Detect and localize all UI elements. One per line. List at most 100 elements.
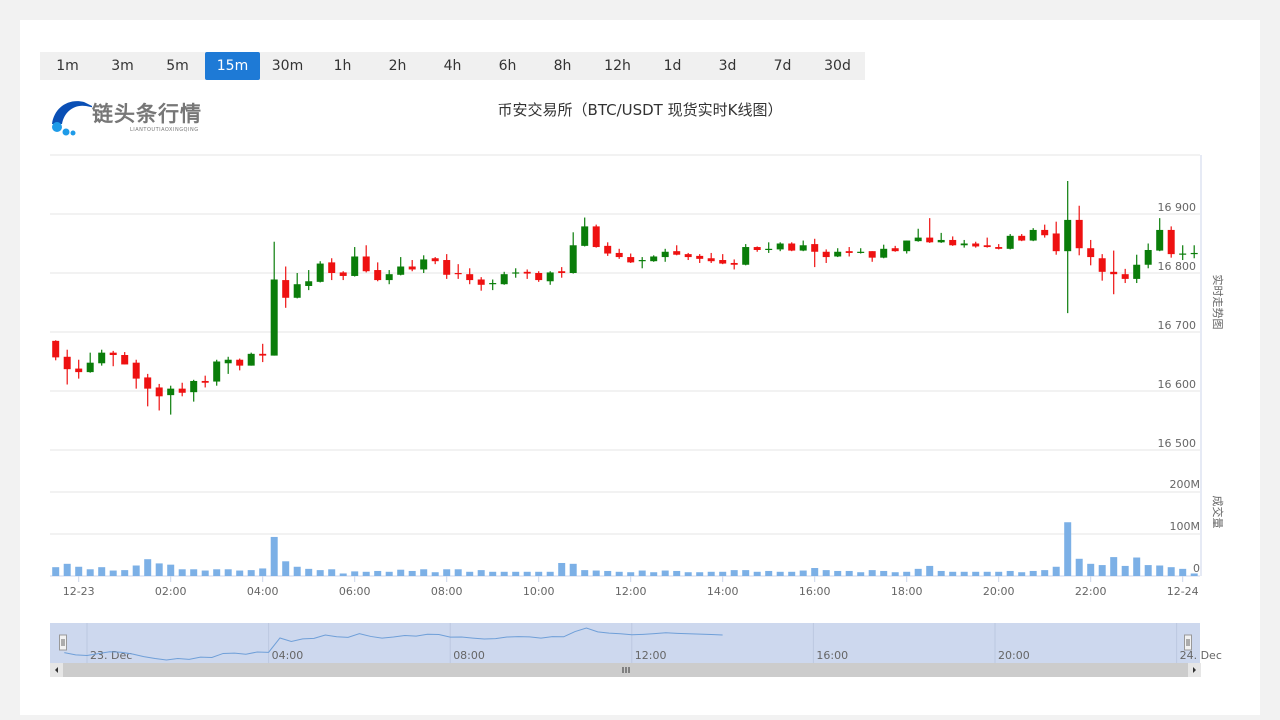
candle <box>1052 221 1060 255</box>
candle-body <box>546 272 554 282</box>
candle <box>1133 254 1141 284</box>
volume-bar <box>397 569 405 576</box>
candle-body <box>236 359 244 366</box>
x-tick-label: 06:00 <box>339 585 371 598</box>
timeframe-1h[interactable]: 1h <box>333 58 352 74</box>
candle-body <box>707 258 715 262</box>
candle-body <box>799 245 807 251</box>
candle-body <box>1064 219 1072 252</box>
volume-tick-label: 0 <box>1193 562 1200 575</box>
candle <box>811 238 819 268</box>
timeframe-3m[interactable]: 3m <box>111 58 134 74</box>
x-tick-label: 02:00 <box>155 585 187 598</box>
candle <box>799 240 807 252</box>
timeframe-2h[interactable]: 2h <box>388 58 407 74</box>
candle <box>730 259 738 270</box>
navigator-label: 16:00 <box>816 649 848 662</box>
navigator-right-handle[interactable] <box>1184 634 1192 651</box>
volume-bar <box>696 572 704 576</box>
timeframe-3d[interactable]: 3d <box>718 58 737 74</box>
candle <box>420 255 428 273</box>
candle <box>650 255 658 262</box>
candle-body <box>684 254 692 258</box>
candle <box>224 356 232 374</box>
navigator-series-line <box>64 627 723 661</box>
volume-bar <box>236 570 244 576</box>
candle-body <box>201 380 209 383</box>
candle <box>684 252 692 261</box>
candle-body <box>1179 253 1187 255</box>
logo: 链头条行情 LIANTOUTIAOXINGQING <box>48 94 208 138</box>
candle-body <box>293 284 301 298</box>
candle-body <box>512 272 520 274</box>
candle-body <box>98 352 106 364</box>
candle <box>86 352 94 373</box>
volume-bar <box>742 570 750 576</box>
scrollbar[interactable] <box>50 663 1201 677</box>
candle <box>742 244 750 266</box>
volume-bar <box>776 571 784 576</box>
candle-body <box>132 362 140 379</box>
timeframe-30m[interactable]: 30m <box>271 58 304 74</box>
volume-bar <box>1144 565 1152 576</box>
volume-bar <box>178 569 186 576</box>
candle <box>351 247 359 277</box>
candle-body <box>903 240 911 252</box>
volume-bar <box>86 569 94 576</box>
candle <box>1064 180 1072 314</box>
candle <box>454 264 462 279</box>
navigator-left-handle[interactable] <box>59 634 67 651</box>
timeframe-12h[interactable]: 12h <box>604 58 631 74</box>
candle-body <box>224 359 232 364</box>
volume-bar <box>891 572 899 576</box>
candle <box>512 268 520 278</box>
timeframe-5m[interactable]: 5m <box>166 58 189 74</box>
volume-bar <box>443 569 451 576</box>
candle <box>316 261 324 283</box>
volume-bar <box>1098 565 1106 576</box>
volume-bar <box>155 563 163 576</box>
candle <box>1006 234 1014 250</box>
candle <box>857 248 865 254</box>
candle-body <box>1006 235 1014 249</box>
candle-body <box>1156 229 1164 251</box>
candle <box>581 217 589 247</box>
candle-body <box>63 356 71 370</box>
candle-body <box>144 377 152 389</box>
timeframe-15m[interactable]: 15m <box>205 52 260 80</box>
volume-bar <box>627 572 635 576</box>
x-tick-label: 16:00 <box>799 585 831 598</box>
volume-bar <box>305 568 313 576</box>
candle <box>132 359 140 389</box>
candle <box>1190 245 1198 259</box>
candle <box>995 244 1003 250</box>
candle-body <box>328 262 336 273</box>
timeframe-7d[interactable]: 7d <box>773 58 792 74</box>
timeframe-4h[interactable]: 4h <box>443 58 462 74</box>
volume-bar <box>512 571 520 576</box>
navigator[interactable]: 23. Dec 04:00 08:00 12:00 16:00 20:00 24. Dec <box>50 623 1222 663</box>
candle <box>592 224 600 248</box>
chart-title: 币安交易所（BTC/USDT 现货实时K线图） <box>497 101 783 119</box>
candle <box>638 257 646 269</box>
timeframe-1m[interactable]: 1m <box>56 58 79 74</box>
volume-bar <box>75 566 83 576</box>
timeframe-30d[interactable]: 30d <box>824 58 851 74</box>
candle-body <box>1190 252 1198 255</box>
timeframe-6h[interactable]: 6h <box>498 58 517 74</box>
candle-body <box>259 353 267 356</box>
price-tick-label: 16 600 <box>1158 378 1197 391</box>
candle-body <box>730 262 738 265</box>
candle-body <box>949 239 957 246</box>
timeframe-1d[interactable]: 1d <box>663 58 682 74</box>
candle-body <box>822 251 830 258</box>
timeframe-8h[interactable]: 8h <box>553 58 572 74</box>
candle <box>259 343 267 363</box>
x-tick-label: 08:00 <box>431 585 463 598</box>
navigator-label: 04:00 <box>272 649 304 662</box>
candle-body <box>121 355 129 365</box>
handle-box <box>1184 634 1192 651</box>
volume-bar <box>822 570 830 576</box>
candle-body <box>891 248 899 252</box>
